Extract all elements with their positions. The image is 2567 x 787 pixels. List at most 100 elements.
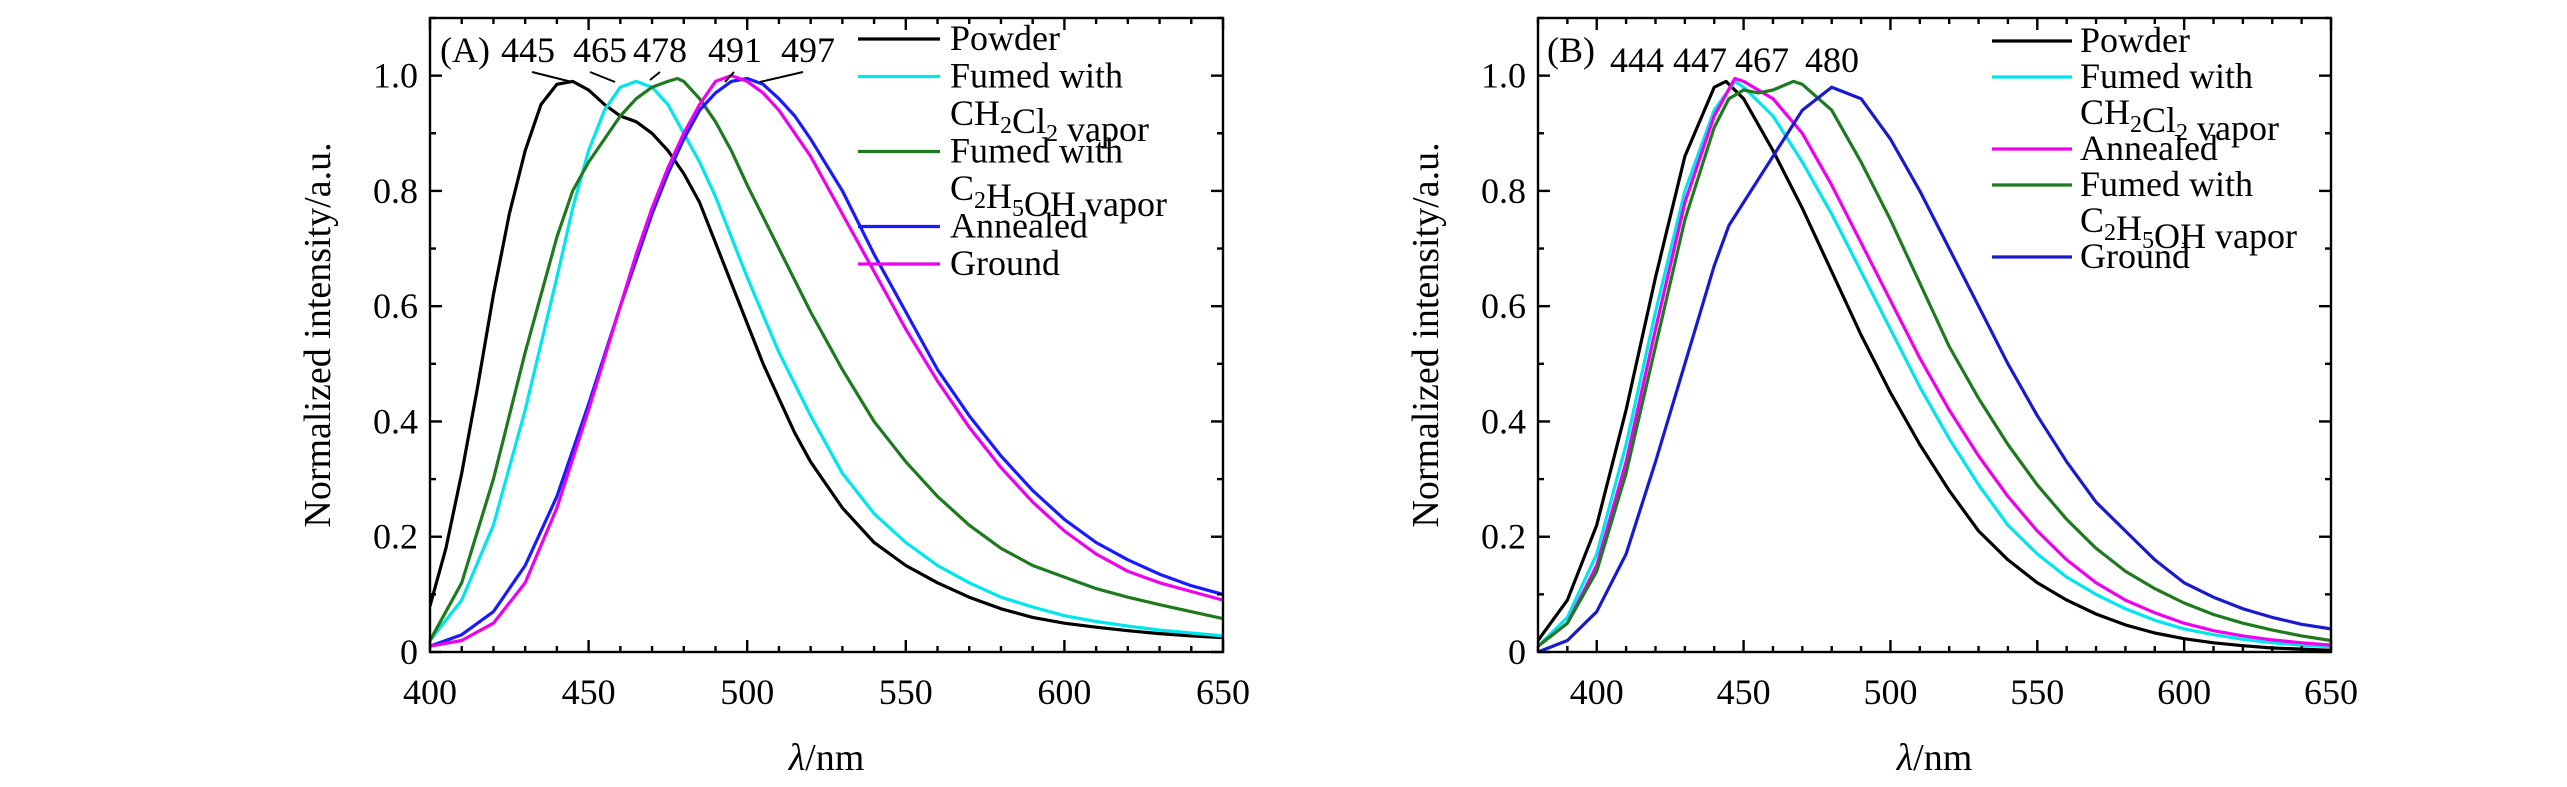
peak-leader-line bbox=[724, 71, 735, 83]
legend-entry: CH2Cl2 vapor bbox=[2080, 92, 2279, 148]
legend-entry: Annealed bbox=[950, 206, 1088, 246]
peak-label: 497 bbox=[781, 30, 835, 70]
panel-label: (B) bbox=[1547, 30, 1595, 70]
legend-subscript: 5 bbox=[2142, 228, 2154, 254]
peak-label: 491 bbox=[708, 30, 762, 70]
legend-text-part: Fumed with bbox=[950, 56, 1123, 96]
legend-text-part: OH vapor bbox=[2154, 216, 2297, 256]
panel-label: (A) bbox=[440, 30, 490, 70]
legend-entry: Fumed with bbox=[2080, 56, 2253, 96]
legend-subscript: 2 bbox=[974, 188, 986, 214]
series-line-dcm bbox=[1538, 79, 2331, 649]
y-tick-label: 0.2 bbox=[1481, 517, 1526, 557]
x-tick-label: 500 bbox=[1863, 672, 1917, 712]
legend-subscript: 5 bbox=[1012, 196, 1024, 222]
legend-entry: Ground bbox=[2080, 236, 2190, 276]
x-axis-label: λ/nm bbox=[1896, 737, 1973, 779]
plot-frame bbox=[1536, 16, 2333, 654]
chart-panel-a: 400 450 500 550 600 650 0 0.2 0.4 0.6 0.8 1.0 Normal… bbox=[297, 16, 1250, 779]
legend-text-part: H bbox=[2116, 208, 2142, 248]
x-tick-label: 600 bbox=[1037, 672, 1091, 712]
x-tick-label: 400 bbox=[1570, 672, 1624, 712]
y-tick-label: 0.8 bbox=[1481, 171, 1526, 211]
y-tick-label: 0.4 bbox=[373, 401, 418, 441]
legend-text-part: Annealed bbox=[950, 206, 1088, 246]
x-axis-label-unit: /nm bbox=[1913, 737, 1972, 779]
series-line-dcm bbox=[430, 79, 1223, 643]
series-line-ground bbox=[1538, 85, 2331, 652]
y-tick-label: 1.0 bbox=[1481, 56, 1526, 96]
peak-label: 465 bbox=[573, 30, 627, 70]
x-tick-label: 450 bbox=[562, 672, 616, 712]
legend-entry: C2H5OH vapor bbox=[2080, 200, 2297, 256]
chart-panel-b: 400 450 500 550 600 650 0 0.2 0.4 0.6 0.8 1.0 Normal… bbox=[1405, 16, 2358, 779]
y-tick-label: 0.6 bbox=[373, 286, 418, 326]
legend-text-part: Fumed with bbox=[950, 131, 1123, 171]
legend-entry: Fumed with bbox=[2080, 164, 2253, 204]
legend-text-part: Ground bbox=[2080, 236, 2190, 276]
legend-entry: Powder bbox=[2080, 20, 2190, 60]
x-tick-label: 550 bbox=[879, 672, 933, 712]
legend-text-part: H bbox=[986, 176, 1012, 216]
x-tick-label: 600 bbox=[2157, 672, 2211, 712]
plot-frame bbox=[428, 16, 1225, 654]
x-axis-label: λ/nm bbox=[788, 737, 865, 779]
legend-text-part: CH bbox=[950, 93, 1000, 133]
series-line-ground bbox=[430, 73, 1223, 648]
legend-text-part: C bbox=[2080, 200, 2104, 240]
legend-subscript: 2 bbox=[2176, 120, 2188, 146]
legend-text-part: Powder bbox=[950, 18, 1060, 58]
legend-entry: Annealed bbox=[2080, 128, 2218, 168]
x-tick-label: 400 bbox=[403, 672, 457, 712]
y-tick-label: 0.4 bbox=[1481, 401, 1526, 441]
y-tick-label: 0 bbox=[1508, 632, 1526, 672]
legend-text-part: vapor bbox=[2188, 108, 2279, 148]
x-tick-label: 650 bbox=[1196, 672, 1250, 712]
x-tick-label: 650 bbox=[2304, 672, 2358, 712]
legend-entry: Powder bbox=[950, 18, 1060, 58]
series-line-annealed bbox=[1538, 76, 2331, 648]
y-tick-label: 0.6 bbox=[1481, 286, 1526, 326]
y-tick-label: 0 bbox=[400, 632, 418, 672]
legend-entry: Fumed with bbox=[950, 131, 1123, 171]
legend-text-part: OH vapor bbox=[1024, 184, 1167, 224]
x-axis-label-symbol: λ bbox=[788, 737, 805, 779]
peak-leader-line bbox=[589, 71, 616, 83]
legend-entry: C2H5OH vapor bbox=[950, 168, 1167, 224]
peak-label: 447 bbox=[1673, 40, 1727, 80]
legend-subscript: 2 bbox=[2104, 220, 2116, 246]
x-tick-label: 550 bbox=[2010, 672, 2064, 712]
legend-text-part: Annealed bbox=[2080, 128, 2218, 168]
legend-text-part: Fumed with bbox=[2080, 56, 2253, 96]
legend-subscript: 2 bbox=[1000, 113, 1012, 139]
series-line-powder bbox=[1538, 79, 2331, 652]
peak-leader-line bbox=[649, 71, 661, 81]
series-group bbox=[430, 73, 1223, 648]
legend-text-part: Ground bbox=[950, 243, 1060, 283]
y-tick-label: 0.8 bbox=[373, 171, 418, 211]
peak-label: 478 bbox=[633, 30, 687, 70]
legend-subscript: 2 bbox=[2130, 112, 2142, 138]
series-group bbox=[1538, 76, 2331, 652]
legend-entry: Fumed with bbox=[950, 56, 1123, 96]
peak-label: 444 bbox=[1610, 40, 1664, 80]
y-tick-label: 0.2 bbox=[373, 517, 418, 557]
legend-entry: CH2Cl2 vapor bbox=[950, 93, 1149, 149]
x-tick-label: 450 bbox=[1717, 672, 1771, 712]
y-axis-label: Normalized intensity/a.u. bbox=[297, 142, 339, 527]
legend-subscript: 2 bbox=[1046, 121, 1058, 147]
series-line-etoh bbox=[430, 76, 1223, 643]
peak-leader-line bbox=[759, 71, 804, 83]
series-line-etoh bbox=[1538, 79, 2331, 648]
peak-label: 467 bbox=[1735, 40, 1789, 80]
legend-text-part: CH bbox=[2080, 92, 2130, 132]
x-tick-label: 500 bbox=[720, 672, 774, 712]
legend-text-part: Powder bbox=[2080, 20, 2190, 60]
peak-label: 445 bbox=[501, 30, 555, 70]
series-line-powder bbox=[430, 79, 1223, 640]
legend-text-part: vapor bbox=[1058, 109, 1149, 149]
peak-label: 480 bbox=[1805, 40, 1859, 80]
legend-text-part: Cl bbox=[2142, 100, 2176, 140]
